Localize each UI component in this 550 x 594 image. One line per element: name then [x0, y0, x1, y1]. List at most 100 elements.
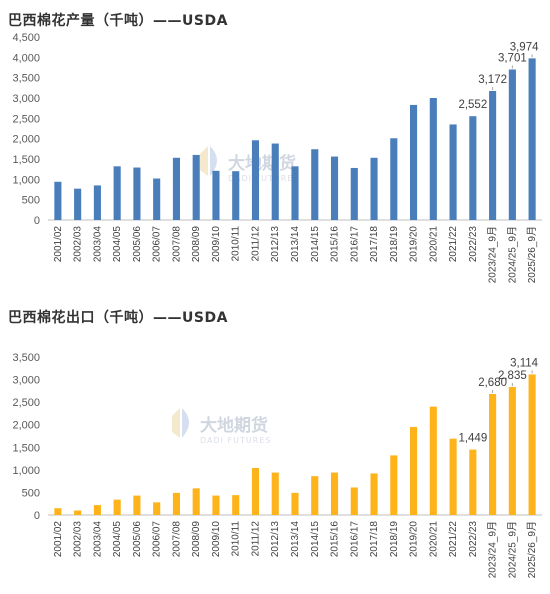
- bar: [232, 171, 240, 220]
- x-tick-label: 2017/18: [369, 521, 380, 558]
- bar: [133, 167, 141, 220]
- x-tick-label: 2015/16: [330, 521, 341, 558]
- data-label: 1,449: [458, 433, 487, 445]
- bar: [410, 426, 418, 515]
- dadi-logo-icon: [172, 408, 189, 438]
- x-tick-label: 2010/11: [231, 226, 242, 262]
- bar: [93, 185, 101, 220]
- x-tick-label: 2025/26_9月: [526, 226, 538, 283]
- x-tick-label: 2004/05: [112, 521, 123, 558]
- data-label: 2,552: [458, 99, 487, 111]
- x-tick-label: 2001/02: [53, 521, 64, 558]
- x-tick-label: 2006/07: [152, 226, 163, 263]
- bar: [528, 58, 536, 220]
- data-label: 3,974: [510, 41, 539, 53]
- x-tick-label: 2012/13: [270, 226, 281, 263]
- x-tick-label: 2024/25_9月: [506, 521, 518, 578]
- x-tick-label: 2020/21: [428, 521, 439, 558]
- bar: [251, 140, 260, 220]
- x-tick-label: 2014/15: [310, 226, 321, 263]
- dadi-logo-icon: [200, 146, 217, 176]
- x-tick-label: 2021/22: [448, 521, 459, 558]
- x-tick-label: 2018/19: [389, 226, 400, 263]
- y-tick-label: 4,000: [12, 52, 40, 64]
- y-tick-label: 0: [34, 510, 40, 522]
- bar: [74, 188, 82, 220]
- bar: [330, 472, 339, 515]
- y-tick-label: 1,500: [12, 154, 40, 166]
- bar: [311, 149, 319, 220]
- x-tick-label: 2019/20: [409, 521, 420, 558]
- data-label: 2,835: [498, 370, 527, 382]
- x-tick-label: 2019/20: [409, 226, 420, 263]
- bar: [508, 387, 516, 515]
- watermark-name: 大地期货: [200, 415, 268, 436]
- bar: [74, 510, 82, 515]
- x-tick-label: 2013/14: [290, 226, 301, 263]
- x-tick-label: 2022/23: [468, 521, 479, 558]
- bar: [350, 167, 358, 220]
- y-tick-label: 2,000: [12, 134, 40, 146]
- y-tick-label: 3,000: [12, 93, 40, 105]
- bar: [311, 476, 319, 515]
- y-tick-label: 4,500: [12, 32, 40, 44]
- x-tick-label: 2012/13: [270, 521, 281, 558]
- bar: [469, 449, 477, 515]
- bar: [429, 98, 437, 220]
- x-tick-label: 2008/09: [191, 521, 202, 558]
- bar: [508, 69, 516, 220]
- y-tick-label: 1,500: [12, 442, 40, 454]
- bar: [54, 181, 62, 220]
- bar: [172, 157, 180, 220]
- watermark-english: DADI FUTURES: [200, 436, 271, 445]
- x-tick-label: 2020/21: [428, 226, 439, 263]
- bar: [153, 502, 161, 515]
- x-tick-label: 2025/26_9月: [526, 521, 538, 578]
- x-tick-label: 2009/10: [211, 521, 222, 558]
- bar: [291, 166, 299, 220]
- bar: [271, 472, 279, 515]
- bar: [113, 499, 121, 515]
- y-tick-label: 2,000: [12, 420, 40, 432]
- bar: [390, 138, 398, 220]
- bar: [449, 438, 457, 515]
- x-tick-label: 2023/24_9月: [487, 521, 499, 578]
- bar: [390, 455, 398, 515]
- x-tick-label: 2023/24_9月: [487, 226, 499, 283]
- x-tick-label: 2015/16: [330, 226, 341, 263]
- bar: [113, 166, 121, 220]
- bar: [370, 157, 378, 220]
- y-tick-label: 2,500: [12, 113, 40, 125]
- bar: [232, 495, 240, 515]
- y-tick-label: 0: [34, 215, 40, 227]
- y-tick-label: 3,500: [12, 73, 40, 85]
- x-tick-label: 2014/15: [310, 521, 321, 558]
- x-tick-label: 2013/14: [290, 521, 301, 558]
- x-tick-label: 2016/17: [349, 226, 360, 263]
- x-tick-label: 2003/04: [92, 521, 103, 558]
- x-tick-label: 2005/06: [132, 226, 143, 263]
- x-tick-label: 2016/17: [349, 521, 360, 558]
- bar: [153, 178, 161, 220]
- watermark-name: 大地期货: [228, 153, 296, 174]
- y-tick-label: 3,000: [12, 375, 40, 387]
- x-tick-label: 2011/12: [250, 226, 261, 262]
- x-tick-label: 2010/11: [231, 521, 242, 557]
- y-tick-label: 2,500: [12, 397, 40, 409]
- bar: [469, 116, 477, 220]
- y-tick-label: 1,000: [12, 174, 40, 186]
- bar: [93, 505, 101, 515]
- x-tick-label: 2024/25_9月: [506, 226, 518, 283]
- bar: [489, 394, 497, 515]
- bar: [370, 473, 378, 515]
- x-tick-label: 2021/22: [448, 226, 459, 263]
- y-tick-label: 500: [22, 487, 40, 499]
- data-label: 3,114: [510, 357, 539, 369]
- x-tick-label: 2002/03: [73, 226, 84, 263]
- bar: [133, 495, 141, 515]
- x-tick-label: 2001/02: [53, 226, 64, 263]
- bar: [489, 91, 497, 220]
- x-tick-label: 2003/04: [92, 226, 103, 263]
- watermark-english: DADI FUTURES: [228, 174, 299, 183]
